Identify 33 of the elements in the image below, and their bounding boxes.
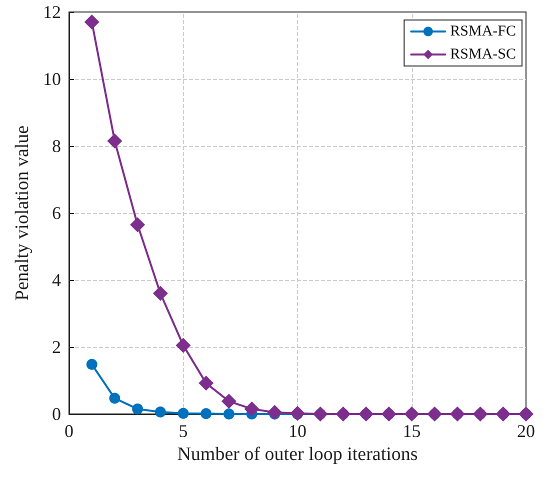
legend-label: RSMA-FC xyxy=(450,24,516,40)
y-tick-label: 8 xyxy=(52,136,61,156)
x-tick-label: 5 xyxy=(178,421,188,441)
point xyxy=(267,404,282,420)
x-tick-label: 15 xyxy=(402,421,421,441)
point xyxy=(109,392,120,404)
y-axis-title: Penalty violation value xyxy=(12,125,34,301)
point xyxy=(130,217,146,232)
legend-label: RSMA-SC xyxy=(450,46,516,62)
point xyxy=(154,406,166,418)
x-tick-label: 20 xyxy=(517,421,535,441)
y-tick-label: 4 xyxy=(52,270,61,290)
point xyxy=(290,406,305,421)
point xyxy=(176,338,191,353)
y-tick-label: 0 xyxy=(52,404,61,424)
x-axis-title: Number of outer loop iterations xyxy=(177,444,418,465)
point xyxy=(223,408,234,420)
y-tick-label: 12 xyxy=(43,2,61,22)
point xyxy=(84,14,100,30)
point xyxy=(221,394,236,409)
x-tick-label: 0 xyxy=(64,421,74,441)
point xyxy=(244,401,260,416)
x-tick-label: 10 xyxy=(288,421,306,441)
point xyxy=(198,376,214,391)
point xyxy=(178,408,189,419)
y-tick-label: 10 xyxy=(43,69,61,89)
point xyxy=(200,408,212,420)
point xyxy=(86,358,98,370)
point xyxy=(132,403,144,414)
y-tick-label: 2 xyxy=(52,337,61,357)
y-tick-label: 6 xyxy=(52,203,61,223)
point xyxy=(107,133,122,148)
point xyxy=(152,286,168,301)
